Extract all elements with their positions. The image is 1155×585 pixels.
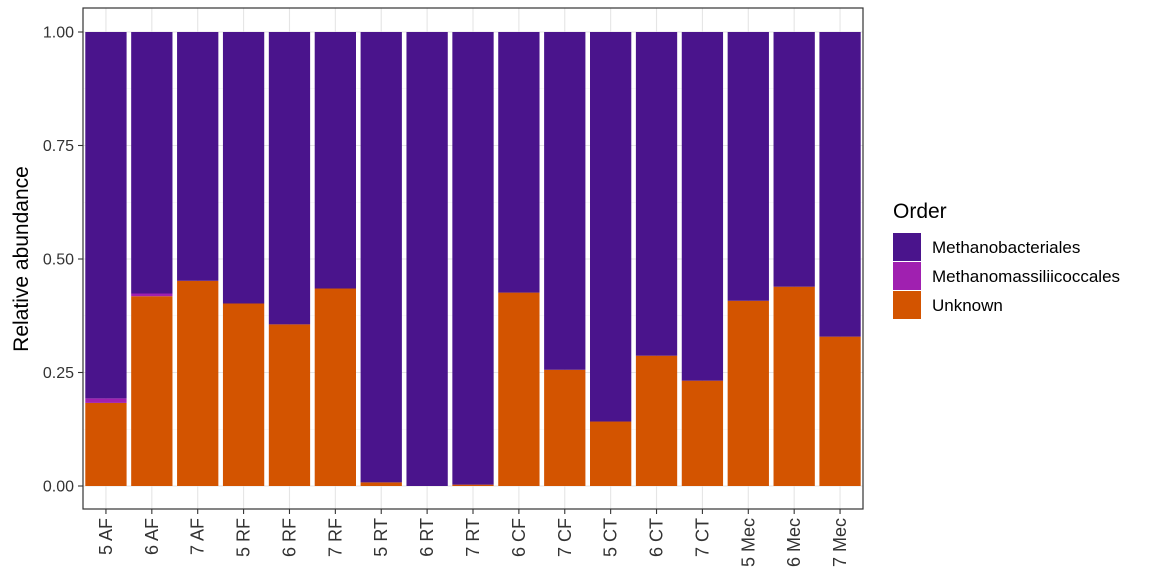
y-tick-label: 0.75 [43, 138, 74, 155]
bar-unknown [268, 324, 311, 486]
bar-unknown [590, 421, 632, 486]
bar-unknown [635, 355, 678, 486]
bar-methanobacteriales [498, 32, 540, 293]
x-tick-label: 5 RT [371, 518, 391, 557]
bar-methanobacteriales [360, 32, 402, 483]
bar-methanobacteriales [406, 32, 448, 486]
y-tick-label: 1.00 [43, 25, 74, 42]
x-axis: 5 AF 6 AF 7 AF 5 RF 6 RF 7 RF 5 RT 6 RT 7 RT 6 CF… [96, 509, 850, 567]
x-tick-label: 5 AF [96, 518, 116, 555]
x-tick-label: 6 CF [509, 518, 529, 557]
bar-unknown [177, 280, 219, 486]
bar-unknown [681, 380, 724, 486]
bar-unknown [773, 286, 815, 486]
x-tick-label: 7 RF [325, 518, 345, 557]
legend-label-methanobacteriales: Methanobacteriales [932, 238, 1080, 257]
x-tick-label: 5 RF [234, 518, 254, 557]
x-tick-label: 6 Mec [784, 518, 804, 567]
bar-unknown [727, 300, 769, 486]
legend-title: Order [893, 200, 947, 223]
legend-swatch-unknown [893, 291, 921, 319]
bar-unknown [360, 482, 402, 486]
x-tick-label: 7 CF [555, 518, 575, 557]
y-axis: 0.00 0.25 0.50 0.75 1.00 [43, 25, 83, 496]
bar-unknown [85, 402, 127, 486]
bars [85, 32, 861, 486]
legend-swatch-methanobacteriales [893, 233, 921, 261]
bar-methanobacteriales [590, 32, 632, 422]
bar-methanobacteriales [544, 32, 586, 370]
x-tick-label: 6 AF [142, 518, 162, 555]
bar-unknown [498, 292, 540, 486]
bar-unknown [452, 484, 494, 486]
bar-methanobacteriales [727, 32, 769, 301]
bar-methanobacteriales [773, 32, 815, 287]
legend-label-unknown: Unknown [932, 296, 1003, 315]
bar-methanobacteriales [177, 32, 219, 281]
x-tick-label: 5 CT [601, 518, 621, 557]
x-tick-label: 5 Mec [738, 518, 758, 567]
bar-unknown [314, 288, 356, 486]
legend-swatch-methanomassiliicoccales [893, 262, 921, 290]
bar-methanobacteriales [314, 32, 356, 289]
y-tick-label: 0.50 [43, 252, 74, 269]
y-tick-label: 0.25 [43, 365, 74, 382]
legend: Order Methanobacteriales Methanomassiliic… [893, 200, 1120, 319]
bar-unknown [131, 296, 173, 486]
bar-methanobacteriales [681, 32, 724, 381]
bar-methanobacteriales [819, 32, 861, 337]
bar-methanobacteriales [222, 32, 265, 304]
bar-methanobacteriales [452, 32, 494, 485]
y-axis-title: Relative abundance [10, 166, 33, 352]
x-tick-label: 6 CT [647, 518, 667, 557]
bar-methanobacteriales [635, 32, 678, 356]
y-tick-label: 0.00 [43, 479, 74, 496]
x-tick-label: 7 RT [463, 518, 483, 557]
x-tick-label: 6 RT [417, 518, 437, 557]
x-tick-label: 7 CT [692, 518, 712, 557]
legend-label-methanomassiliicoccales: Methanomassiliicoccales [932, 267, 1120, 286]
bar-methanobacteriales [268, 32, 311, 325]
bar-unknown [819, 336, 861, 486]
bar-methanomassiliicoccales [131, 293, 173, 297]
bar-unknown [544, 369, 586, 486]
x-tick-label: 7 AF [188, 518, 208, 555]
bar-methanomassiliicoccales [85, 398, 127, 403]
x-tick-label: 7 Mec [830, 518, 850, 567]
bar-methanobacteriales [131, 32, 173, 294]
bar-methanobacteriales [85, 32, 127, 399]
x-tick-label: 6 RF [279, 518, 299, 557]
bar-unknown [222, 303, 265, 486]
